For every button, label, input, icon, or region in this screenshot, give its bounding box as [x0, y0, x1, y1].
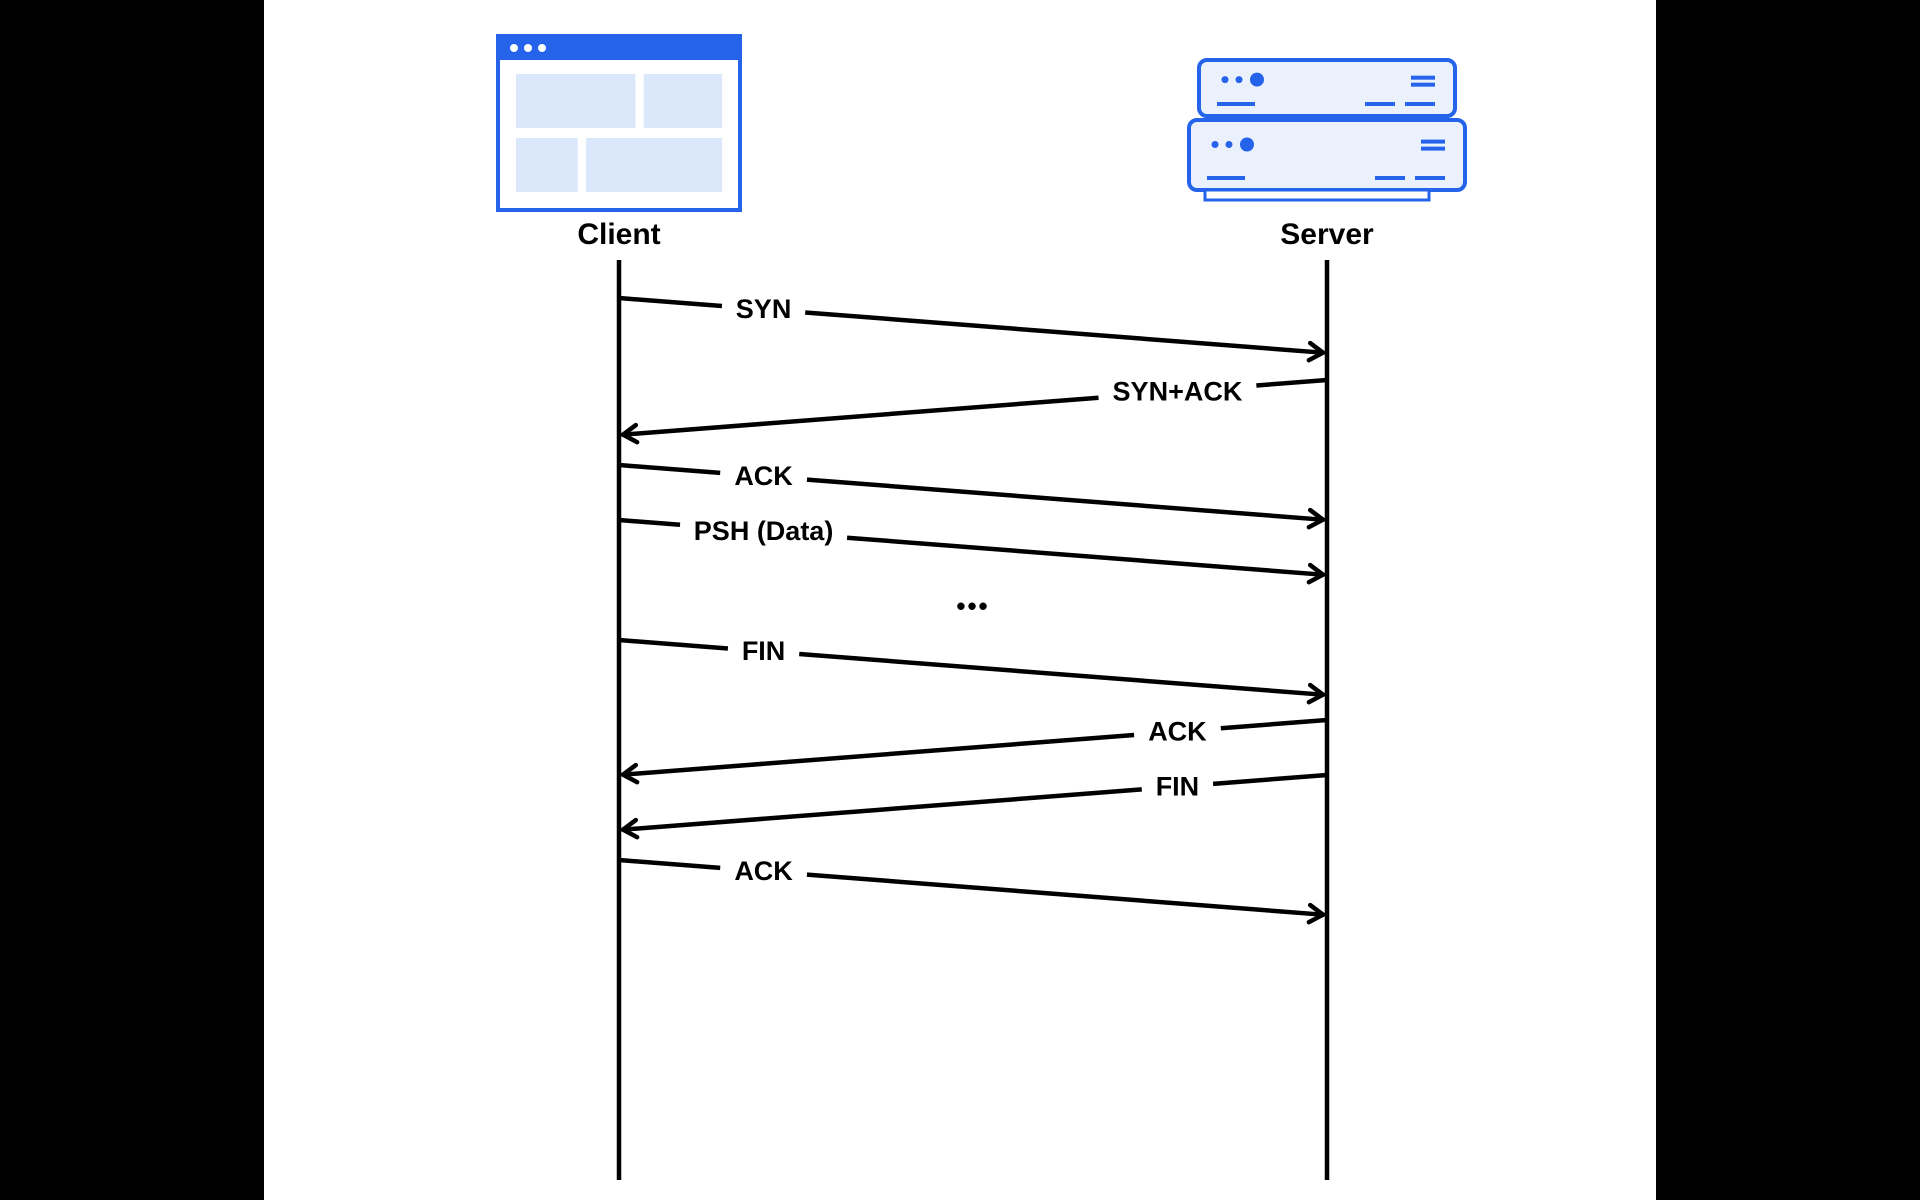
diagram-stage: Client Server SYN SYN+ACK ACK PSH (Data) FIN AC…	[264, 0, 1656, 1200]
client-icon	[498, 36, 740, 210]
message-label-1: SYN+ACK	[1113, 377, 1243, 407]
message-7: ACK	[619, 856, 1323, 922]
message-label-7: ACK	[734, 856, 793, 886]
message-label-5: ACK	[1148, 717, 1207, 747]
message-label-4: FIN	[742, 636, 786, 666]
message-label-3: PSH (Data)	[694, 516, 834, 546]
message-6: FIN	[623, 772, 1327, 838]
server-label: Server	[1280, 218, 1374, 251]
sequence-diagram-svg: Client Server SYN SYN+ACK ACK PSH (Data) FIN AC…	[264, 0, 1656, 1200]
message-4: FIN	[619, 636, 1323, 702]
message-label-6: FIN	[1156, 772, 1200, 802]
message-label-2: ACK	[734, 461, 793, 491]
message-5: ACK	[623, 717, 1327, 783]
ellipsis: •••	[956, 591, 989, 621]
message-1: SYN+ACK	[623, 377, 1327, 443]
server-icon	[1189, 60, 1465, 200]
message-0: SYN	[619, 294, 1323, 360]
client-label: Client	[577, 218, 660, 251]
message-label-0: SYN	[736, 294, 792, 324]
message-3: PSH (Data)	[619, 516, 1323, 582]
